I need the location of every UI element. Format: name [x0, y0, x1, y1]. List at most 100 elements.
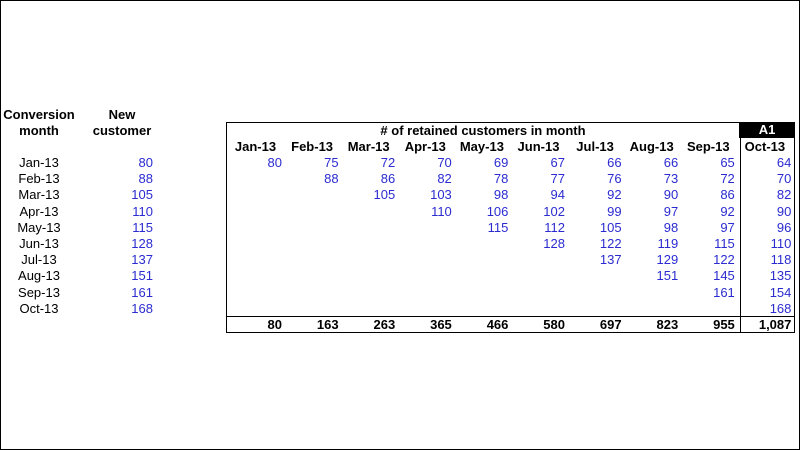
month-label: Sep-13 [18, 284, 60, 300]
retained-value: 110 [770, 236, 792, 251]
column-header: Sep-13 [686, 139, 730, 154]
retained-value: 122 [599, 236, 622, 251]
retained-value: 112 [544, 219, 565, 235]
retained-value: 122 [713, 252, 735, 268]
retained-value: 105 [599, 219, 622, 235]
retained-value: 105 [373, 187, 396, 203]
month-label: Jun-13 [19, 236, 59, 251]
retained-value: 70 [437, 155, 452, 170]
retained-value: 97 [720, 219, 735, 235]
retained-value: 94 [550, 187, 565, 203]
retained-value: 78 [493, 171, 509, 187]
retained-value: 168 [769, 300, 792, 316]
retained-value: 70 [776, 171, 792, 187]
retained-value: 80 [267, 155, 282, 170]
new-customers: 168 [131, 300, 153, 316]
retained-value: 72 [380, 155, 396, 170]
retained-value: 96 [776, 219, 792, 235]
retained-value: 90 [776, 203, 792, 219]
total-value: 580 [543, 317, 565, 332]
retained-value: 92 [720, 203, 735, 219]
new-customers: 151 [131, 268, 153, 284]
column-header: Aug-13 [629, 139, 674, 154]
column-header: Mar-13 [347, 139, 390, 154]
month-label: Jul-13 [21, 252, 57, 268]
retained-value: 135 [769, 268, 792, 284]
retained-value: 90 [663, 187, 679, 203]
total-value: 263 [373, 317, 396, 332]
retained-value: 128 [543, 236, 565, 251]
new-customers: 105 [131, 187, 153, 203]
retained-value: 75 [324, 155, 339, 170]
total-value: 697 [599, 317, 622, 332]
retained-value: 161 [713, 284, 735, 300]
retained-value: 115 [487, 219, 509, 235]
total-value: 823 [656, 317, 679, 332]
column-header: May-13 [459, 139, 504, 154]
retained-value: 106 [486, 203, 509, 219]
column-header: Jan-13 [234, 139, 277, 154]
column-header: Apr-13 [404, 139, 446, 154]
table-border [226, 122, 795, 333]
header: New [108, 107, 136, 122]
header: customer [92, 123, 152, 138]
retained-value: 98 [493, 187, 509, 203]
retained-value: 72 [720, 171, 735, 187]
retained-value: 97 [663, 203, 679, 219]
retained-value: 102 [543, 203, 565, 219]
total-divider [226, 316, 795, 317]
retained-value: 92 [607, 187, 622, 203]
retained-value: 66 [663, 155, 679, 170]
total-value: 466 [486, 317, 509, 332]
total-value: 1,087 [758, 317, 792, 332]
new-customers: 128 [131, 236, 153, 251]
retained-value: 151 [656, 268, 679, 284]
retained-value: 77 [550, 171, 565, 187]
new-customers: 80 [138, 155, 153, 170]
column-header: Jul-13 [576, 139, 614, 154]
month-label: Apr-13 [19, 203, 59, 219]
header: Conversion [3, 107, 75, 122]
total-value: 365 [430, 317, 452, 332]
month-label: May-13 [17, 219, 61, 235]
retained-value: 118 [770, 252, 792, 268]
retained-value: 99 [607, 203, 622, 219]
retained-value: 154 [769, 284, 792, 300]
new-customers: 110 [132, 203, 153, 219]
retained-value: 73 [663, 171, 679, 187]
cell-badge: A1 [739, 122, 795, 138]
retained-value: 67 [550, 155, 565, 170]
new-customers: 161 [131, 284, 153, 300]
month-label: Feb-13 [18, 171, 60, 187]
retained-value: 65 [720, 155, 735, 170]
total-value: 163 [316, 317, 339, 332]
retained-value: 82 [437, 171, 452, 187]
month-label: Mar-13 [18, 187, 60, 203]
retained-value: 88 [324, 171, 339, 187]
retained-value: 103 [430, 187, 452, 203]
new-customers: 88 [138, 171, 153, 187]
retained-value: 98 [663, 219, 679, 235]
month-label: Oct-13 [19, 300, 59, 316]
column-divider [740, 138, 741, 333]
column-header: Oct-13 [744, 139, 786, 154]
column-header: Jun-13 [517, 139, 560, 154]
header: month [19, 123, 59, 138]
retained-value: 66 [607, 155, 622, 170]
retained-value: 119 [657, 236, 679, 251]
retained-value: 82 [776, 187, 792, 203]
retained-value: 86 [720, 187, 735, 203]
retained-value: 145 [713, 268, 735, 284]
total-value: 955 [713, 317, 735, 332]
month-label: Jan-13 [19, 155, 59, 170]
retained-value: 69 [493, 155, 509, 170]
new-customers: 137 [131, 252, 153, 268]
total-value: 80 [267, 317, 282, 332]
table-title: # of retained customers in month [380, 123, 586, 138]
retained-value: 137 [599, 252, 622, 268]
new-customers: 115 [132, 219, 153, 235]
retained-value: 64 [776, 155, 792, 170]
retained-value: 129 [656, 252, 679, 268]
retained-value: 115 [714, 236, 735, 251]
